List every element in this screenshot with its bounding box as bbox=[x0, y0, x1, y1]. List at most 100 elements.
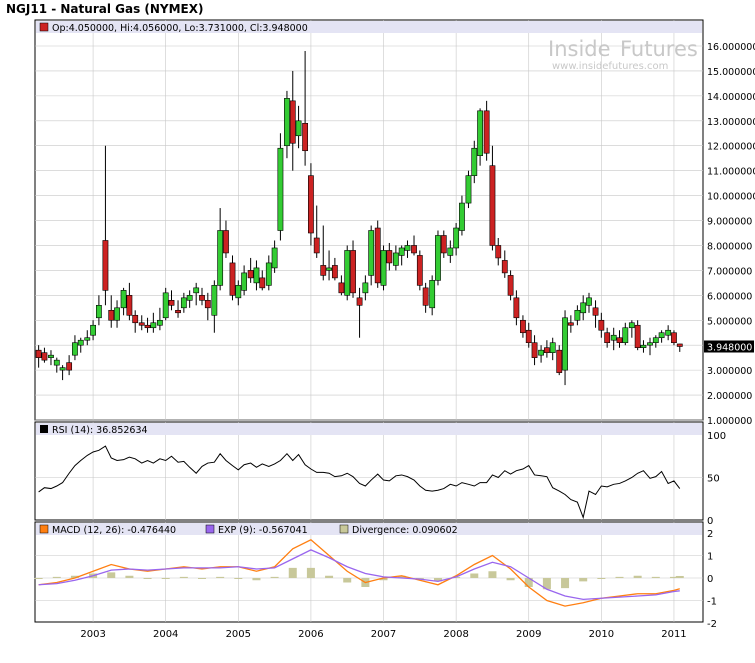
candle bbox=[77, 337, 84, 353]
candle bbox=[247, 257, 254, 283]
divergence-bar bbox=[288, 567, 297, 578]
x-tick-label: 2008 bbox=[443, 629, 468, 640]
rsi-panel bbox=[34, 421, 704, 521]
price-y-tick-label: 2.000000 bbox=[707, 391, 752, 402]
candle bbox=[647, 337, 653, 356]
price-y-tick-label: 1.000000 bbox=[707, 416, 752, 427]
candle bbox=[374, 220, 381, 288]
candle bbox=[465, 170, 472, 209]
candle bbox=[277, 133, 284, 241]
candle bbox=[513, 290, 520, 326]
candle bbox=[501, 250, 508, 278]
candle bbox=[435, 230, 441, 286]
rsi-y-tick-label: 100 bbox=[707, 431, 726, 442]
candle bbox=[229, 255, 236, 301]
macd-panel bbox=[34, 521, 704, 623]
x-tick-label: 2009 bbox=[516, 629, 541, 640]
candle bbox=[338, 275, 345, 296]
candle bbox=[386, 242, 393, 271]
candle bbox=[525, 322, 532, 348]
candle bbox=[114, 300, 120, 328]
divergence-bar bbox=[252, 578, 261, 581]
divergence-bar bbox=[143, 578, 152, 579]
candle bbox=[380, 245, 387, 291]
candle bbox=[604, 327, 611, 348]
rsi-y-tick-label: 0 bbox=[707, 516, 713, 527]
x-tick-label: 2004 bbox=[153, 629, 178, 640]
price-legend-swatch bbox=[39, 22, 49, 32]
price-y-tick-label: 11.000000 bbox=[707, 167, 755, 178]
divergence-bar bbox=[52, 576, 61, 578]
candle bbox=[180, 292, 187, 313]
price-y-tick-label: 9.000000 bbox=[707, 217, 752, 228]
candle bbox=[398, 245, 405, 266]
candle bbox=[556, 345, 563, 376]
candle bbox=[531, 335, 538, 366]
divergence-bar bbox=[34, 578, 43, 579]
candle bbox=[362, 275, 369, 301]
candle bbox=[640, 340, 647, 353]
candle bbox=[217, 208, 224, 291]
candle bbox=[41, 347, 48, 363]
divergence-bar bbox=[179, 576, 188, 578]
candle bbox=[199, 287, 205, 306]
candle bbox=[253, 260, 260, 291]
divergence-bar bbox=[325, 575, 334, 578]
divergence-bar bbox=[379, 578, 388, 581]
candle bbox=[132, 310, 139, 333]
divergence-bar bbox=[216, 576, 225, 578]
candle bbox=[652, 335, 659, 348]
candle bbox=[392, 245, 399, 271]
macd-y-tick-label: -1 bbox=[707, 597, 717, 608]
watermark-logo: Inside Futures www.insidefutures.com bbox=[548, 37, 698, 72]
candle bbox=[520, 315, 526, 338]
candle bbox=[538, 345, 544, 363]
candle bbox=[567, 315, 574, 333]
candle bbox=[483, 100, 490, 161]
candle bbox=[84, 330, 91, 346]
price-panel bbox=[34, 19, 704, 421]
exp-line bbox=[38, 549, 680, 601]
divergence-bar bbox=[651, 576, 660, 578]
divergence-legend: Divergence: 0.090602 bbox=[352, 525, 458, 536]
divergence-bar bbox=[470, 573, 479, 578]
candle bbox=[295, 105, 302, 149]
candle bbox=[35, 345, 42, 368]
candle bbox=[265, 255, 272, 291]
divergence-bar bbox=[70, 575, 79, 578]
candle bbox=[313, 205, 320, 258]
candle bbox=[211, 280, 218, 333]
rsi-legend: RSI (14): 36.852634 bbox=[52, 425, 148, 436]
candle bbox=[658, 330, 665, 343]
candle bbox=[193, 282, 200, 306]
candle bbox=[126, 282, 133, 321]
rsi-line bbox=[38, 445, 681, 520]
exp-legend: EXP (9): -0.567041 bbox=[218, 525, 308, 536]
x-tick-label: 2007 bbox=[371, 629, 396, 640]
candle bbox=[344, 245, 351, 301]
candle bbox=[271, 240, 278, 273]
candle bbox=[53, 357, 60, 373]
candle bbox=[429, 275, 436, 316]
candle bbox=[168, 290, 175, 311]
candle bbox=[477, 108, 483, 166]
candle bbox=[235, 280, 242, 306]
divergence-bar bbox=[561, 578, 570, 589]
rsi-legend-swatch bbox=[40, 425, 48, 433]
candle bbox=[259, 270, 266, 291]
candle bbox=[634, 320, 641, 351]
candle bbox=[156, 307, 163, 331]
watermark-url: www.insidefutures.com bbox=[552, 61, 668, 72]
divergence-bar bbox=[615, 576, 624, 578]
candle bbox=[592, 300, 599, 328]
macd-legend-swatch bbox=[39, 524, 49, 534]
candle bbox=[574, 305, 581, 326]
candle bbox=[350, 240, 356, 298]
divergence-bar bbox=[343, 578, 352, 583]
divergence-bar bbox=[397, 575, 406, 578]
divergence-bar bbox=[161, 578, 170, 579]
last-value-label: 3.948000 bbox=[707, 342, 752, 353]
candle bbox=[489, 145, 496, 251]
price-y-tick-label: 8.000000 bbox=[707, 241, 752, 252]
candle bbox=[586, 292, 592, 313]
